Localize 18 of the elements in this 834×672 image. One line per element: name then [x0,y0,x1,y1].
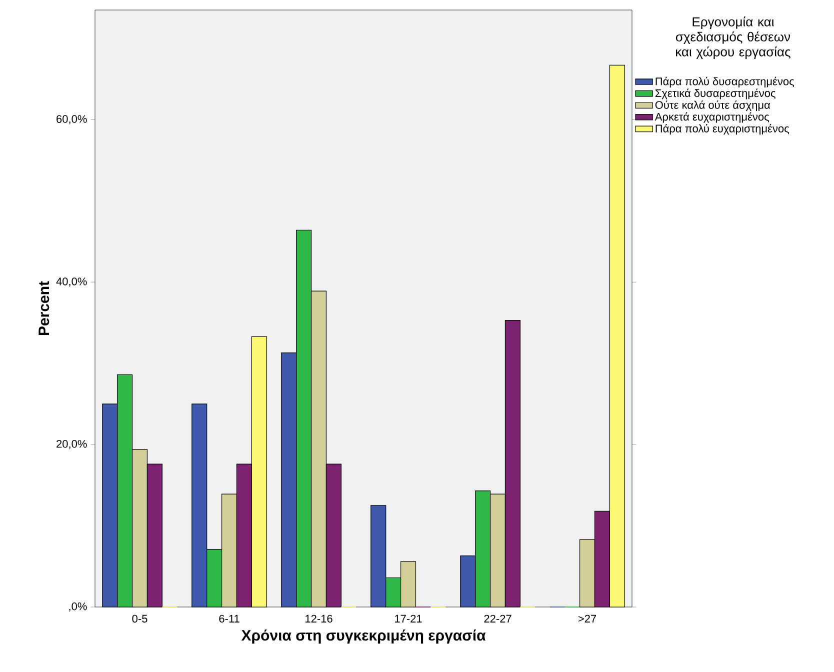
x-tick-label: 22-27 [484,614,512,622]
legend-label: Αρκετά ευχαριστημένος [654,112,770,123]
x-tick-label: 6-11 [219,614,240,623]
legend-label: Πάρα πολύ ευχαριστημένος [656,124,790,135]
x-tick-label: 17-21 [395,614,422,622]
y-tick-label: 40,0% [56,278,87,287]
y-tick-label: 60,0% [56,115,87,124]
x-tick-label: 12-16 [306,614,332,623]
legend-label: Ούτε καλά ούτε άσχημα [655,100,770,112]
y-tick-label: 20,0% [56,440,87,450]
y-tick-label: ,0% [69,602,87,612]
legend-label: Σχετικά δυσαρεστημένος [655,88,776,100]
x-tick-label: 0-5 [132,614,148,623]
legend-label: Πάρα πολύ δυσαρεστημένος [656,76,794,88]
x-tick-label: >27 [578,614,596,622]
x-axis-title: Χρόνια στη συγκεκριμένη εργασία [241,629,486,644]
y-axis-title: Percent [38,281,50,336]
legend-title: Εργονομία και σχεδιασμός θέσεων και χώρου εργασίας [676,16,790,60]
